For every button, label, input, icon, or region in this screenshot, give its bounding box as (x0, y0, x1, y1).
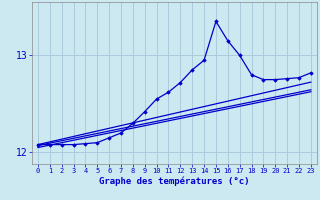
X-axis label: Graphe des températures (°c): Graphe des températures (°c) (99, 177, 250, 186)
